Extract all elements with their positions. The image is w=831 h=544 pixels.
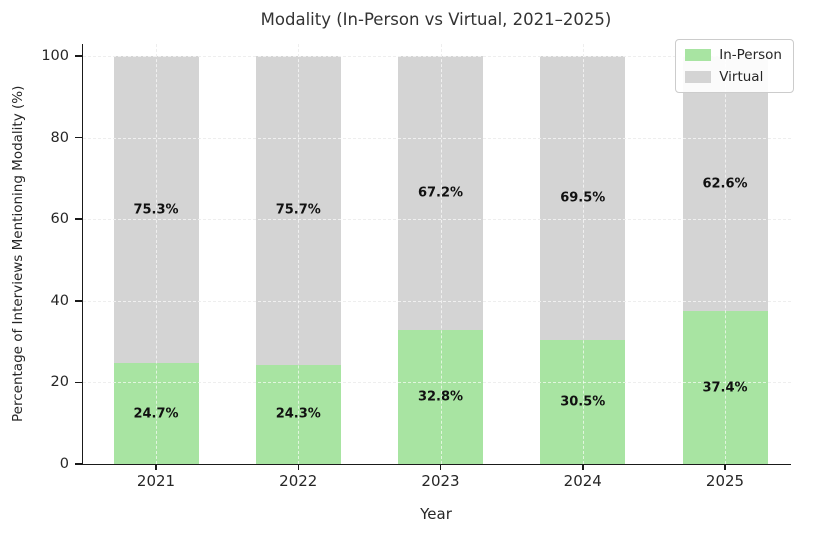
h-gridline-overlay [83, 219, 791, 221]
y-tick-label: 100 [41, 48, 69, 64]
value-label: 75.7% [275, 202, 321, 218]
y-tick-mark [75, 381, 82, 384]
legend-label: Virtual [719, 69, 764, 85]
h-gridline-overlay [83, 300, 791, 302]
legend-swatch [685, 49, 712, 61]
y-tick-mark [75, 218, 82, 220]
value-label: 62.6% [702, 176, 748, 192]
y-tick-mark [75, 300, 82, 302]
x-tick-label: 2022 [279, 472, 318, 490]
value-label: 69.5% [560, 190, 606, 206]
value-label: 24.3% [275, 406, 321, 422]
chart-title: Modality (In-Person vs Virtual, 2021–202… [260, 10, 612, 29]
y-tick-label: 0 [59, 456, 69, 472]
value-label: 37.4% [702, 380, 748, 396]
x-tick-mark [582, 464, 584, 470]
x-tick-label: 2024 [563, 472, 602, 490]
h-gridline-overlay [83, 137, 791, 139]
value-label: 75.3% [133, 202, 179, 218]
h-gridline-overlay [83, 56, 791, 57]
value-label: 24.7% [133, 406, 179, 422]
x-tick-mark [439, 464, 442, 470]
x-tick-mark [724, 464, 726, 470]
legend-item: In-Person [685, 47, 782, 63]
legend-label: In-Person [719, 47, 782, 63]
v-gridline-overlay [725, 44, 726, 464]
y-axis-label: Percentage of Interviews Mentioning Moda… [10, 85, 26, 423]
v-gridline-overlay [156, 44, 157, 464]
legend: In-Person Virtual [675, 39, 794, 93]
v-gridline-overlay [440, 44, 442, 464]
v-gridline-overlay [582, 44, 584, 464]
x-tick-label: 2025 [705, 472, 745, 490]
y-tick-label: 40 [50, 292, 69, 309]
y-tick-mark [75, 463, 82, 465]
legend-swatch [685, 71, 712, 83]
x-tick-label: 2023 [421, 472, 460, 490]
value-label: 32.8% [417, 389, 464, 405]
x-axis-label: Year [420, 505, 452, 523]
y-tick-mark [75, 55, 82, 57]
y-tick-label: 60 [50, 211, 69, 228]
value-label: 67.2% [417, 185, 464, 201]
legend-item: Virtual [685, 69, 782, 85]
x-tick-label: 2021 [136, 472, 176, 490]
x-tick-mark [155, 464, 157, 470]
value-label: 30.5% [560, 394, 606, 410]
h-gridline-overlay [83, 382, 791, 384]
x-tick-mark [297, 464, 299, 470]
y-tick-mark [75, 136, 82, 139]
y-tick-label: 80 [50, 129, 69, 146]
y-tick-label: 20 [50, 374, 69, 391]
v-gridline-overlay [298, 44, 300, 464]
plot-area: 24.7% 75.3% 24.3% 75.7% 32.8% 67.2% 30.5% 69.5%… [41, 44, 791, 490]
